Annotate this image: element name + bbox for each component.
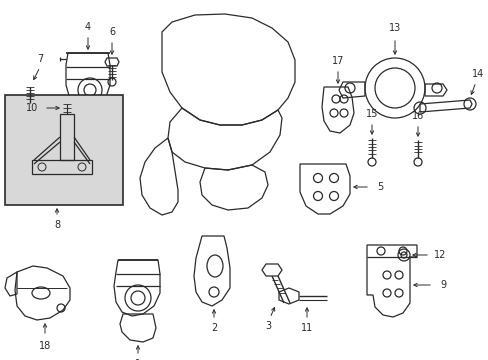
Text: 8: 8 [54,220,60,230]
Text: 1: 1 [135,359,141,360]
Text: 15: 15 [365,109,377,119]
Bar [5,95,123,205]
Text: 6: 6 [109,27,115,37]
Text: 5: 5 [376,182,382,192]
Text: 7: 7 [37,54,43,64]
Text: 3: 3 [264,321,270,331]
Text: 16: 16 [411,111,423,121]
Text: 9: 9 [439,280,445,290]
Text: 4: 4 [85,22,91,32]
Text: 2: 2 [210,323,217,333]
Text: 10: 10 [26,103,38,113]
Text: 12: 12 [433,250,445,260]
Text: 17: 17 [331,56,344,66]
Text: 14: 14 [471,69,483,79]
Text: 13: 13 [388,23,400,33]
Text: 18: 18 [39,341,51,351]
Text: 11: 11 [300,323,312,333]
